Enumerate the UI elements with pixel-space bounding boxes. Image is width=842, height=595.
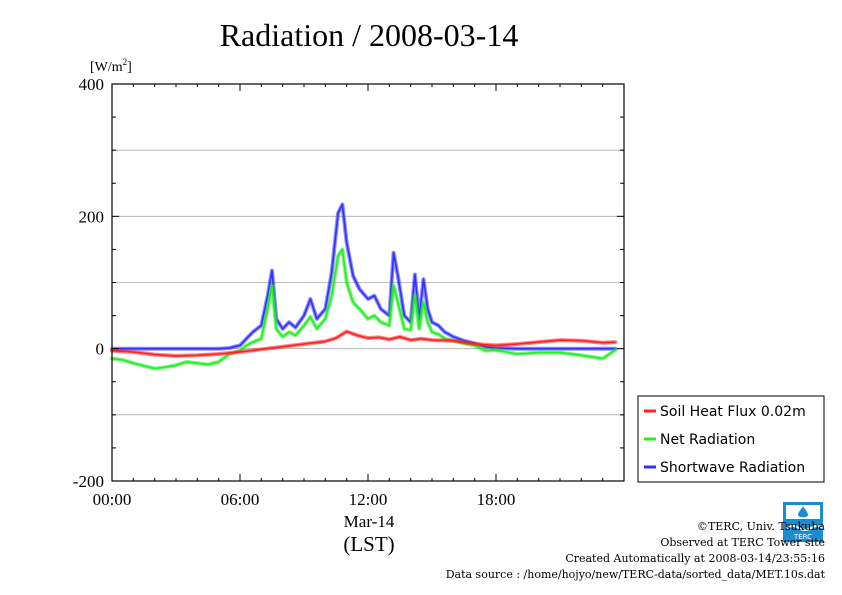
legend-label: Shortwave Radiation — [660, 460, 805, 476]
y-tick-label: -200 — [73, 472, 104, 491]
series-line-halo — [110, 202, 618, 351]
x-axis-unit-label: (LST) — [343, 532, 394, 556]
x-tick-label: 00:00 — [93, 490, 132, 509]
y-axis: -200 0 200 400 — [73, 75, 624, 491]
legend-label: Net Radiation — [660, 432, 755, 448]
legend: Soil Heat Flux 0.02m Net Radiation Shortwa… — [637, 395, 825, 483]
series-group — [110, 202, 618, 371]
credits-block: ©TERC, Univ. Tsukuba Observed at TERC To… — [446, 519, 825, 583]
legend-box — [637, 395, 825, 483]
y-tick-label: 200 — [79, 207, 105, 226]
created-text: Created Automatically at 2008-03-14/23:5… — [565, 552, 825, 565]
x-axis-date-label: Mar-14 — [344, 512, 395, 531]
grid — [112, 149, 624, 416]
series-line — [111, 330, 616, 357]
copyright-text: ©TERC, Univ. Tsukuba — [696, 520, 825, 533]
y-tick-label: 0 — [96, 340, 105, 359]
x-tick-label: 06:00 — [221, 490, 260, 509]
svg-text:TERC: TERC — [793, 533, 812, 541]
y-tick-label: 400 — [79, 75, 105, 94]
chart-title: Radiation / 2008-03-14 — [220, 17, 519, 53]
source-text: Data source : /home/hojyo/new/TERC-data/… — [445, 568, 825, 581]
legend-label: Soil Heat Flux 0.02m — [660, 404, 806, 420]
y-axis-unit-label: [W/m2] — [90, 57, 132, 75]
x-tick-label: 18:00 — [477, 490, 516, 509]
terc-logo: TERC — [783, 502, 824, 542]
series-line — [112, 203, 616, 350]
x-axis: 00:00 06:00 12:00 18:00 — [93, 84, 625, 509]
observed-text: Observed at TERC Tower site — [660, 536, 825, 549]
x-tick-label: 12:00 — [349, 490, 388, 509]
terc-logo-icon: TERC — [783, 502, 824, 542]
